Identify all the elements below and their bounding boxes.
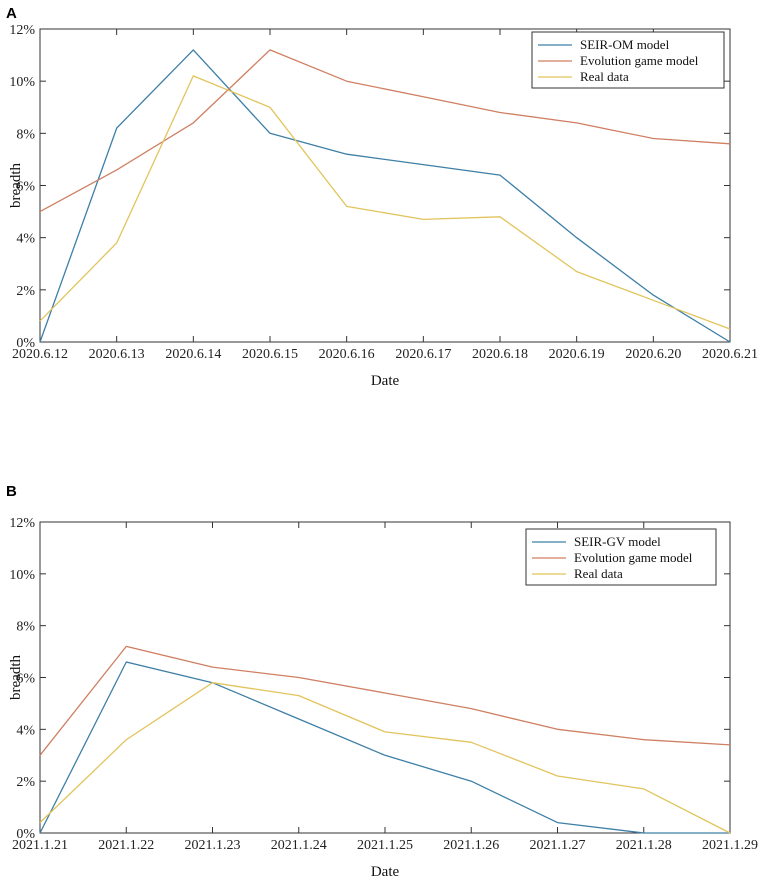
chart-panel-b: B 0% 2% 4% 6% 8% 10% 12% 2021.1.21 2021.1.22 2021.… xyxy=(6,483,758,880)
x-axis-label: Date xyxy=(371,864,400,880)
y-tick-label: 10% xyxy=(9,568,35,583)
series-line-real-data xyxy=(39,682,731,834)
y-tick-label: 6% xyxy=(16,672,35,687)
series-line-seir-om-model xyxy=(39,49,731,343)
y-axis-label: breadth xyxy=(8,163,24,208)
x-tick-label: 2020.6.16 xyxy=(319,347,375,362)
y-tick-label: 4% xyxy=(16,723,35,738)
series-line-evolution-game-model xyxy=(39,645,731,756)
legend-label: SEIR-OM model xyxy=(580,37,670,52)
x-tick-label: 2021.1.29 xyxy=(702,838,758,853)
x-tick-label: 2020.6.13 xyxy=(89,347,145,362)
x-tick-label: 2020.6.12 xyxy=(12,347,68,362)
y-tick-label: 0% xyxy=(16,827,35,842)
y-tick-label: 0% xyxy=(16,336,35,351)
y-tick-label: 10% xyxy=(9,75,35,90)
y-tick-label: 6% xyxy=(16,180,35,195)
x-tick-label: 2020.6.21 xyxy=(702,347,758,362)
y-tick-label: 8% xyxy=(16,127,35,142)
x-axis-label: Date xyxy=(371,373,400,389)
y-tick-label: 12% xyxy=(9,23,35,38)
legend-label: Real data xyxy=(580,69,629,84)
x-tick-label: 2021.1.22 xyxy=(98,838,154,853)
y-tick-label: 4% xyxy=(16,232,35,247)
x-tick-label: 2020.6.19 xyxy=(549,347,605,362)
series-line-real-data xyxy=(39,75,731,330)
series-line-seir-gv-model xyxy=(39,661,730,834)
x-tick-label: 2020.6.15 xyxy=(242,347,298,362)
panel-label: B xyxy=(6,483,17,500)
legend-label: Real data xyxy=(574,566,623,581)
series-line-evolution-game-model xyxy=(39,49,731,213)
chart-panel-a: A 0% 2% 4% 6% 8% 10% 12% 2020.6.12 2020.6.13 2020.… xyxy=(6,5,758,389)
panel-label: A xyxy=(6,5,17,22)
x-tick-label: 2021.1.25 xyxy=(357,838,413,853)
y-tick-label: 8% xyxy=(16,620,35,635)
y-axis-label: breadth xyxy=(8,655,24,700)
x-tick-label: 2021.1.27 xyxy=(530,838,586,853)
x-tick-label: 2021.1.28 xyxy=(616,838,672,853)
y-tick-label: 12% xyxy=(9,516,35,531)
y-tick-label: 2% xyxy=(16,775,35,790)
legend-label: SEIR-GV model xyxy=(574,534,661,549)
x-tick-label: 2020.6.20 xyxy=(625,347,681,362)
x-tick-label: 2020.6.18 xyxy=(472,347,528,362)
x-tick-label: 2021.1.23 xyxy=(185,838,241,853)
x-tick-label: 2020.6.17 xyxy=(395,347,451,362)
legend-box xyxy=(525,528,717,586)
x-tick-label: 2021.1.26 xyxy=(443,838,499,853)
x-tick-label: 2020.6.14 xyxy=(165,347,221,362)
x-tick-label: 2021.1.21 xyxy=(12,838,68,853)
y-tick-label: 2% xyxy=(16,284,35,299)
legend-label: Evolution game model xyxy=(580,53,699,68)
legend-box xyxy=(531,31,725,89)
x-tick-label: 2021.1.24 xyxy=(271,838,327,853)
legend-label: Evolution game model xyxy=(574,550,693,565)
